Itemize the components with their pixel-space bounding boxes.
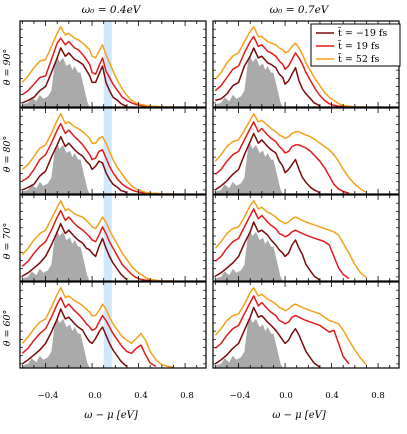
series-2-line-r3-c0 <box>21 296 157 368</box>
x-tick-label-right-1: −0.4 <box>230 391 251 401</box>
series-1-line-r2-c1 <box>214 221 321 281</box>
ground-state-fill-r1-c0 <box>22 143 90 194</box>
ground-state-fill-r0-c1 <box>215 56 283 107</box>
series-2-line-r2-c0 <box>21 209 157 281</box>
panel-plot-r2-c0 <box>21 195 174 281</box>
panel-r2-c0 <box>19 194 207 282</box>
series-3-line-r3-c0 <box>21 286 174 368</box>
series-1-line-r3-c0 <box>21 308 128 368</box>
series-2-line-r0-c0 <box>21 37 157 107</box>
series-3-line-r0-c1 <box>214 25 367 107</box>
panel-r3-c0 <box>19 281 207 369</box>
series-1-line-r0-c1 <box>215 47 321 107</box>
panel-frame-r2-c1 <box>212 194 400 282</box>
legend: t̃ = −19 fs t̃ = 19 fs t̃ = 52 fs <box>310 23 401 67</box>
series-2-line-r1-c0 <box>21 122 157 194</box>
series-3-line-r3-c1 <box>214 286 367 366</box>
panel-plot-r2-c1 <box>214 199 367 281</box>
panel-r0-c0 <box>19 20 207 108</box>
panel-frame-r0-c0 <box>19 20 207 108</box>
series-1-line-r1-c1 <box>214 132 321 194</box>
series-2-line-r2-c1 <box>214 208 350 280</box>
panel-frame-r1-c0 <box>19 107 207 195</box>
panel-grid <box>19 20 400 369</box>
x-tick-label-left-1: −0.4 <box>38 391 59 401</box>
panel-frame-r3-c0 <box>19 281 207 369</box>
x-tick-label-left-2: 0.0 <box>88 391 102 401</box>
x-axis-label-right: ω − μ [eV] <box>272 410 326 421</box>
legend-label-3: t̃ = 52 fs <box>338 52 380 65</box>
row-label-70: θ = 70° <box>2 223 13 260</box>
series-3-line-r1-c0 <box>21 112 174 194</box>
panel-plot-r3-c1 <box>214 286 367 368</box>
panel-r2-c1 <box>212 194 400 282</box>
ground-state-fill-r2-c0 <box>22 230 90 281</box>
panel-r3-c1 <box>212 281 400 369</box>
panel-frame-r3-c1 <box>212 281 400 369</box>
column-title-right: ω₀ = 0.7eV <box>270 4 330 16</box>
row-label-90: θ = 90° <box>2 49 13 86</box>
row-label-80: θ = 80° <box>2 136 13 173</box>
panel-r0-c1 <box>212 20 400 108</box>
series-2-line-r1-c1 <box>214 121 350 194</box>
panel-frame-r2-c0 <box>19 194 207 282</box>
series-3-line-r2-c1 <box>214 199 367 279</box>
panel-r1-c0 <box>19 107 207 195</box>
ground-state-fill-r0-c0 <box>22 56 90 107</box>
highlight-band-r0 <box>103 21 112 107</box>
ground-state-fill-r3-c1 <box>215 317 283 368</box>
x-tick-label-left-4: 0.8 <box>180 391 194 401</box>
series-2-line-r0-c1 <box>214 35 350 107</box>
series-3-line-r2-c0 <box>21 199 174 281</box>
series-1-line-r3-c1 <box>214 306 321 368</box>
panel-r1-c1 <box>212 107 400 195</box>
x-tick-label-left-3: 0.4 <box>134 391 148 401</box>
ground-state-fill-r2-c1 <box>215 230 283 281</box>
series-1-line-r0-c0 <box>22 47 128 107</box>
series-3-line-r0-c0 <box>21 25 174 107</box>
series-2-line-r3-c1 <box>214 295 350 365</box>
panel-plot-r3-c0 <box>21 282 174 368</box>
x-tick-label-right-3: 0.4 <box>325 391 339 401</box>
legend-label-2: t̃ = 19 fs <box>338 39 380 52</box>
x-axis-label-left: ω − μ [eV] <box>84 410 138 421</box>
legend-label-1: t̃ = −19 fs <box>338 26 388 39</box>
series-1-line-r2-c0 <box>21 222 128 281</box>
row-label-60: θ = 60° <box>2 310 13 347</box>
panel-plot-r1-c1 <box>214 112 367 194</box>
column-title-left: ω₀ = 0.4eV <box>82 4 142 16</box>
panel-frame-r1-c1 <box>212 107 400 195</box>
series-3-line-r1-c1 <box>214 112 367 194</box>
legend-box <box>310 23 401 67</box>
series-1-line-r1-c0 <box>22 135 128 194</box>
ground-state-fill-r1-c1 <box>215 143 283 194</box>
panel-plot-r0-c1 <box>214 25 367 107</box>
highlight-band-r1 <box>103 108 112 194</box>
x-tick-label-right-2: 0.0 <box>279 391 293 401</box>
x-tick-label-right-4: 0.8 <box>371 391 385 401</box>
ground-state-fill-r3-c0 <box>22 317 90 368</box>
panel-plot-r0-c0 <box>21 21 174 107</box>
panel-plot-r1-c0 <box>21 108 174 194</box>
